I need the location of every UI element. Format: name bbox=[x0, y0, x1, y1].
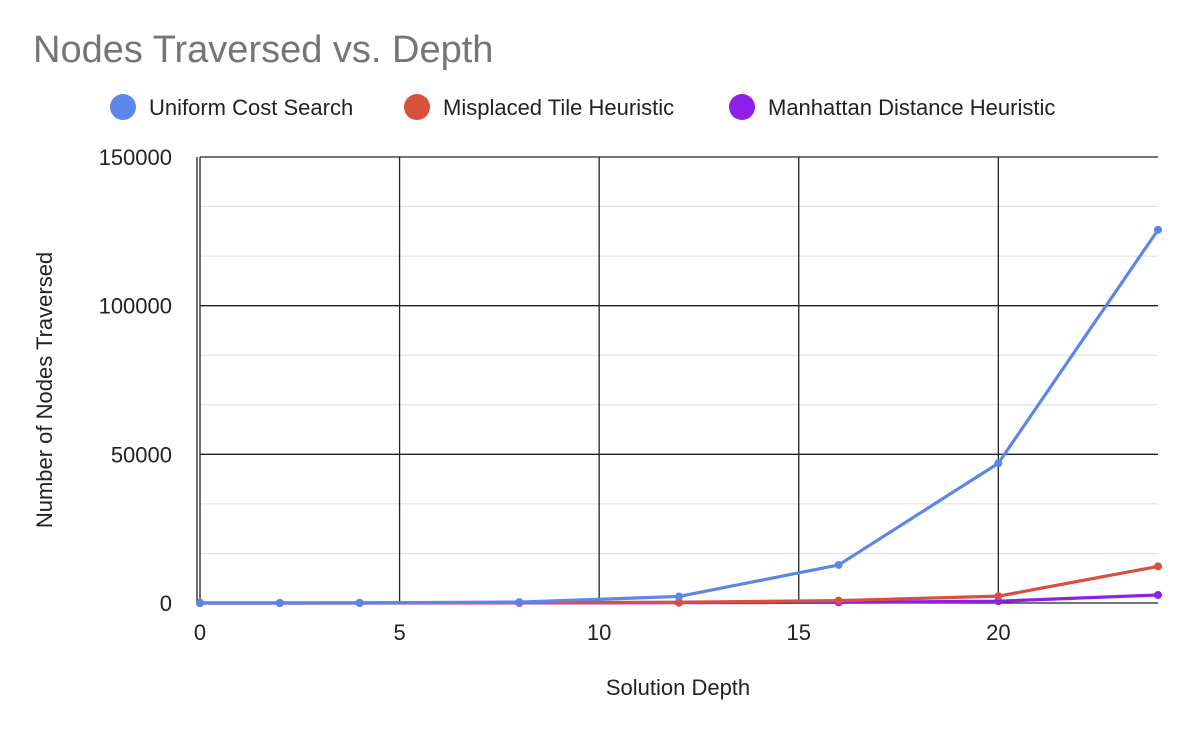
y-axis-label: Number of Nodes Traversed bbox=[32, 252, 57, 528]
data-point bbox=[1154, 562, 1162, 571]
x-axis-label: Solution Depth bbox=[606, 675, 750, 700]
series-points bbox=[196, 225, 1162, 607]
x-tick-label: 20 bbox=[986, 620, 1010, 645]
legend-marker bbox=[729, 94, 755, 120]
legend-label: Manhattan Distance Heuristic bbox=[768, 95, 1055, 120]
chart-title: Nodes Traversed vs. Depth bbox=[33, 29, 493, 71]
data-point bbox=[355, 598, 364, 607]
data-point bbox=[515, 598, 524, 607]
legend-marker bbox=[404, 94, 430, 120]
data-point bbox=[1154, 590, 1162, 599]
x-tick-label: 10 bbox=[587, 620, 611, 645]
major-gridlines bbox=[196, 156, 1158, 604]
x-tick-label: 0 bbox=[194, 620, 206, 645]
y-axis-ticks: 0 50000 100000 150000 bbox=[99, 145, 172, 616]
legend-marker bbox=[110, 94, 136, 120]
y-tick-label: 0 bbox=[160, 591, 172, 616]
data-point bbox=[994, 459, 1003, 468]
legend-item[interactable]: Manhattan Distance Heuristic bbox=[729, 94, 1055, 120]
legend-item[interactable]: Misplaced Tile Heuristic bbox=[404, 94, 674, 120]
data-point bbox=[675, 598, 683, 607]
series-lines bbox=[198, 228, 1160, 605]
y-tick-label: 150000 bbox=[99, 145, 172, 170]
data-point bbox=[834, 560, 843, 569]
legend-item[interactable]: Uniform Cost Search bbox=[110, 94, 353, 120]
y-tick-label: 50000 bbox=[111, 442, 172, 467]
x-tick-label: 15 bbox=[787, 620, 811, 645]
x-tick-label: 5 bbox=[393, 620, 405, 645]
data-point bbox=[196, 598, 204, 607]
data-point bbox=[275, 598, 284, 607]
minor-gridlines bbox=[200, 206, 1158, 554]
legend-label: Misplaced Tile Heuristic bbox=[443, 95, 674, 120]
data-point bbox=[994, 592, 1003, 601]
y-tick-label: 100000 bbox=[99, 294, 172, 319]
x-axis-ticks: 0 5 10 15 20 bbox=[194, 620, 1011, 645]
series-line bbox=[198, 228, 1160, 605]
data-point bbox=[1154, 225, 1162, 234]
legend: Uniform Cost Search Misplaced Tile Heuris… bbox=[110, 94, 1055, 120]
data-point bbox=[834, 596, 843, 605]
data-point bbox=[675, 592, 683, 601]
legend-label: Uniform Cost Search bbox=[149, 95, 353, 120]
